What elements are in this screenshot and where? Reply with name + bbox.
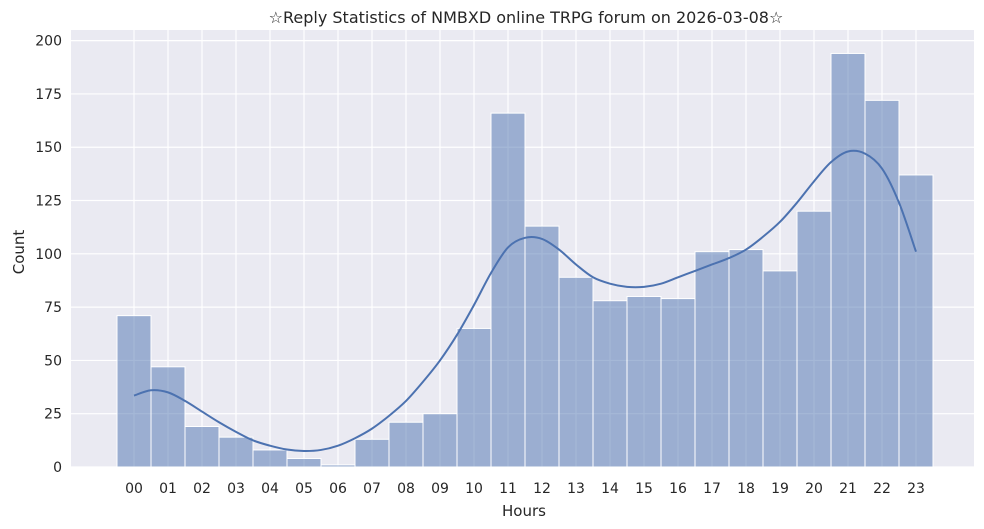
x-tick-label: 16 (669, 481, 687, 497)
y-tick-label: 125 (35, 194, 62, 210)
x-tick-label: 06 (329, 481, 347, 497)
bar-03 (218, 436, 254, 468)
bar-09 (422, 413, 458, 468)
bar-04 (252, 449, 288, 468)
y-tick-label: 200 (35, 34, 62, 50)
y-tick-label: 25 (44, 407, 62, 423)
bars (116, 52, 934, 468)
chart-title: ☆Reply Statistics of NMBXD online TRPG f… (269, 8, 784, 27)
y-tick-label: 0 (53, 460, 62, 476)
x-tick-label: 22 (873, 481, 891, 497)
x-tick-label: 04 (261, 481, 279, 497)
x-tick-label: 23 (907, 481, 925, 497)
bar-07 (354, 438, 390, 468)
x-tick-label: 02 (193, 481, 211, 497)
bar-12 (524, 225, 560, 468)
x-tick-label: 14 (601, 481, 619, 497)
bar-17 (694, 251, 730, 468)
x-tick-label: 13 (567, 481, 585, 497)
x-tick-label: 03 (227, 481, 245, 497)
y-tick-label: 150 (35, 140, 62, 156)
x-tick-label: 15 (635, 481, 653, 497)
x-tick-label: 21 (839, 481, 857, 497)
bar-06 (320, 464, 356, 468)
x-tick-label: 17 (703, 481, 721, 497)
kde-line (133, 149, 917, 453)
x-tick-label: 19 (771, 481, 789, 497)
bar-02 (184, 425, 220, 468)
bar-22 (864, 99, 900, 468)
x-tick-label: 07 (363, 481, 381, 497)
x-tick-label: 00 (125, 481, 143, 497)
bar-10 (456, 327, 492, 468)
y-tick-labels: 0 25 50 75 100 125 150 175 200 (35, 34, 62, 476)
x-tick-label: 10 (465, 481, 483, 497)
bar-05 (286, 457, 322, 468)
x-tick-label: 18 (737, 481, 755, 497)
x-tick-labels: 00 01 02 03 04 05 06 07 08 09 10 11 12 13 14 15 16 17 18 19… (125, 481, 925, 497)
x-tick-label: 12 (533, 481, 551, 497)
bar-18 (728, 249, 764, 468)
bar-23 (898, 174, 934, 468)
bar-15 (626, 295, 662, 468)
bar-19 (762, 270, 798, 468)
bar-16 (660, 298, 696, 468)
x-tick-label: 11 (499, 481, 517, 497)
x-tick-label: 09 (431, 481, 449, 497)
x-tick-label: 20 (805, 481, 823, 497)
bar-13 (558, 276, 594, 468)
y-tick-label: 75 (44, 300, 62, 316)
y-tick-label: 100 (35, 247, 62, 263)
x-tick-label: 01 (159, 481, 177, 497)
y-tick-label: 175 (35, 87, 62, 103)
bar-11 (490, 112, 526, 468)
bar-01 (150, 366, 186, 468)
bar-08 (388, 421, 424, 468)
bar-21 (830, 52, 866, 468)
y-tick-label: 50 (44, 353, 62, 369)
bar-14 (592, 300, 628, 468)
y-axis-title: Count (10, 230, 28, 275)
x-tick-label: 08 (397, 481, 415, 497)
x-tick-label: 05 (295, 481, 313, 497)
bar-20 (796, 210, 832, 468)
x-axis-title: Hours (502, 502, 546, 520)
